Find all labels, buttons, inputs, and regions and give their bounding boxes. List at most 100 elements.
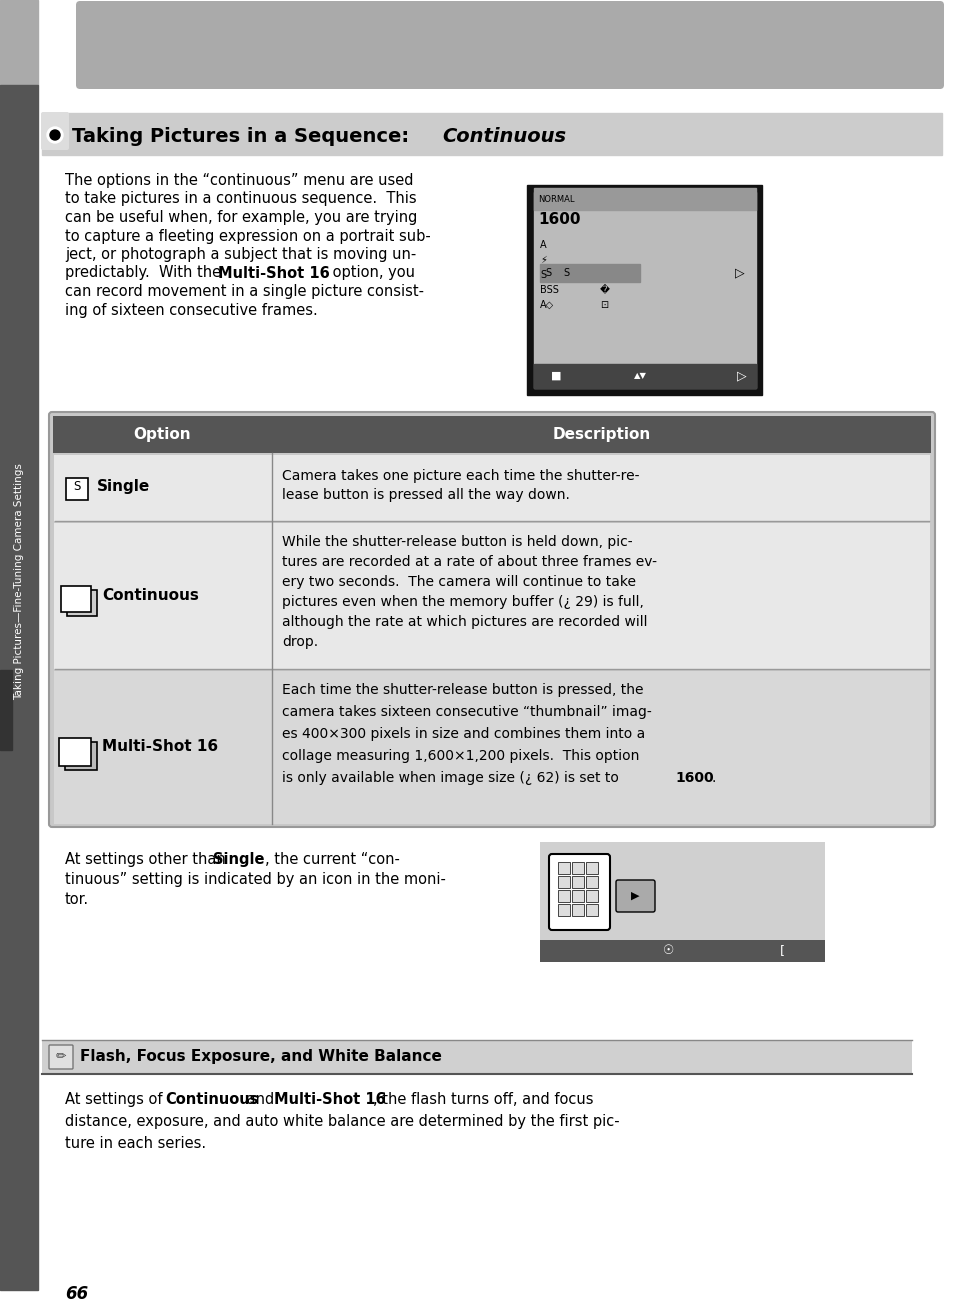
Text: 1600: 1600 bbox=[537, 213, 579, 227]
Text: tures are recorded at a rate of about three frames ev-: tures are recorded at a rate of about th… bbox=[282, 555, 657, 569]
Text: Option: Option bbox=[133, 427, 191, 442]
Bar bbox=[558, 890, 569, 901]
Text: can record movement in a single picture consist-: can record movement in a single picture … bbox=[65, 284, 423, 300]
Text: A◇: A◇ bbox=[539, 300, 554, 310]
Text: ture in each series.: ture in each series. bbox=[65, 1137, 206, 1151]
Bar bbox=[572, 904, 583, 916]
Text: can be useful when, for example, you are trying: can be useful when, for example, you are… bbox=[65, 210, 417, 225]
Bar bbox=[534, 192, 755, 388]
FancyBboxPatch shape bbox=[65, 741, 97, 770]
Text: ▶: ▶ bbox=[630, 891, 639, 901]
FancyBboxPatch shape bbox=[61, 586, 91, 612]
FancyBboxPatch shape bbox=[41, 112, 69, 150]
Text: At settings other than: At settings other than bbox=[65, 851, 230, 867]
Bar bbox=[558, 904, 569, 916]
FancyBboxPatch shape bbox=[76, 1, 943, 89]
Text: pictures even when the memory buffer (¿ 29) is full,: pictures even when the memory buffer (¿ … bbox=[282, 595, 643, 608]
Bar bbox=[526, 185, 761, 396]
Bar bbox=[42, 1039, 911, 1074]
Bar bbox=[0, 670, 12, 750]
Text: es 400×300 pixels in size and combines them into a: es 400×300 pixels in size and combines t… bbox=[282, 727, 644, 741]
Text: ☉: ☉ bbox=[662, 945, 673, 958]
Bar bbox=[539, 264, 639, 283]
Text: ✏: ✏ bbox=[55, 1050, 66, 1063]
Text: Multi-Shot 16: Multi-Shot 16 bbox=[274, 1092, 385, 1106]
Bar bbox=[585, 890, 598, 901]
Bar bbox=[539, 940, 824, 962]
Text: , the current “con-: , the current “con- bbox=[265, 851, 399, 867]
Text: ject, or photograph a subject that is moving un-: ject, or photograph a subject that is mo… bbox=[65, 247, 416, 261]
Text: distance, exposure, and auto white balance are determined by the first pic-: distance, exposure, and auto white balan… bbox=[65, 1114, 619, 1129]
Bar bbox=[54, 671, 929, 824]
Text: [: [ bbox=[779, 945, 784, 958]
Text: Continuous: Continuous bbox=[441, 127, 565, 146]
Text: ing of sixteen consecutive frames.: ing of sixteen consecutive frames. bbox=[65, 302, 317, 318]
Text: Flash, Focus Exposure, and White Balance: Flash, Focus Exposure, and White Balance bbox=[80, 1050, 441, 1064]
FancyBboxPatch shape bbox=[67, 590, 97, 616]
Text: although the rate at which pictures are recorded will: although the rate at which pictures are … bbox=[282, 615, 647, 629]
Bar bbox=[42, 113, 941, 155]
Text: S: S bbox=[539, 269, 545, 280]
Text: 66: 66 bbox=[65, 1285, 89, 1303]
FancyBboxPatch shape bbox=[616, 880, 655, 912]
Circle shape bbox=[47, 127, 63, 143]
Text: tor.: tor. bbox=[65, 892, 89, 907]
Text: While the shutter-release button is held down, pic-: While the shutter-release button is held… bbox=[282, 535, 632, 549]
Text: Taking Pictures in a Sequence:: Taking Pictures in a Sequence: bbox=[71, 127, 416, 146]
Text: Single: Single bbox=[213, 851, 264, 867]
Bar bbox=[0, 0, 38, 85]
Text: A: A bbox=[539, 240, 546, 250]
Bar bbox=[585, 904, 598, 916]
Text: tinuous” setting is indicated by an icon in the moni-: tinuous” setting is indicated by an icon… bbox=[65, 872, 445, 887]
FancyBboxPatch shape bbox=[53, 417, 930, 453]
Text: S: S bbox=[544, 268, 551, 279]
Text: S: S bbox=[562, 268, 569, 279]
Text: ⚡: ⚡ bbox=[539, 255, 546, 265]
Text: Continuous: Continuous bbox=[165, 1092, 258, 1106]
Circle shape bbox=[50, 130, 60, 141]
Text: ▷: ▷ bbox=[737, 369, 746, 382]
Bar bbox=[585, 862, 598, 874]
Text: and: and bbox=[242, 1092, 278, 1106]
Bar bbox=[539, 842, 824, 962]
FancyBboxPatch shape bbox=[548, 854, 609, 930]
Text: .: . bbox=[711, 771, 716, 784]
Text: ery two seconds.  The camera will continue to take: ery two seconds. The camera will continu… bbox=[282, 576, 636, 589]
Bar bbox=[572, 876, 583, 888]
Text: ■: ■ bbox=[550, 371, 560, 381]
Bar bbox=[534, 364, 755, 388]
Text: �: � bbox=[599, 285, 609, 296]
Bar bbox=[0, 85, 38, 1290]
Bar bbox=[534, 188, 755, 210]
Text: Each time the shutter-release button is pressed, the: Each time the shutter-release button is … bbox=[282, 683, 643, 696]
Bar bbox=[558, 862, 569, 874]
Text: , the flash turns off, and focus: , the flash turns off, and focus bbox=[373, 1092, 593, 1106]
Bar bbox=[572, 890, 583, 901]
Bar bbox=[558, 876, 569, 888]
Text: to take pictures in a continuous sequence.  This: to take pictures in a continuous sequenc… bbox=[65, 192, 416, 206]
Text: Multi-Shot 16: Multi-Shot 16 bbox=[218, 265, 330, 280]
Text: is only available when image size (¿ 62) is set to: is only available when image size (¿ 62)… bbox=[282, 771, 622, 784]
Text: Continuous: Continuous bbox=[102, 587, 198, 603]
Text: drop.: drop. bbox=[282, 635, 317, 649]
Text: S: S bbox=[73, 481, 81, 494]
Text: At settings of: At settings of bbox=[65, 1092, 167, 1106]
Text: NORMAL: NORMAL bbox=[537, 194, 574, 204]
Bar bbox=[54, 523, 929, 669]
FancyBboxPatch shape bbox=[59, 737, 91, 766]
Text: ⊡: ⊡ bbox=[599, 300, 607, 310]
Text: Camera takes one picture each time the shutter-re-: Camera takes one picture each time the s… bbox=[282, 469, 639, 484]
Bar bbox=[572, 862, 583, 874]
Text: collage measuring 1,600×1,200 pixels.  This option: collage measuring 1,600×1,200 pixels. Th… bbox=[282, 749, 639, 763]
Text: ▲▼: ▲▼ bbox=[633, 372, 646, 381]
Text: Description: Description bbox=[553, 427, 651, 442]
Text: Single: Single bbox=[97, 480, 150, 494]
Text: ▷: ▷ bbox=[735, 267, 744, 280]
Text: lease button is pressed all the way down.: lease button is pressed all the way down… bbox=[282, 487, 569, 502]
Text: 1600: 1600 bbox=[675, 771, 713, 784]
Text: predictably.  With the: predictably. With the bbox=[65, 265, 226, 280]
FancyBboxPatch shape bbox=[49, 413, 934, 827]
FancyBboxPatch shape bbox=[49, 1045, 73, 1070]
FancyBboxPatch shape bbox=[66, 478, 88, 501]
Text: The options in the “continuous” menu are used: The options in the “continuous” menu are… bbox=[65, 173, 413, 188]
